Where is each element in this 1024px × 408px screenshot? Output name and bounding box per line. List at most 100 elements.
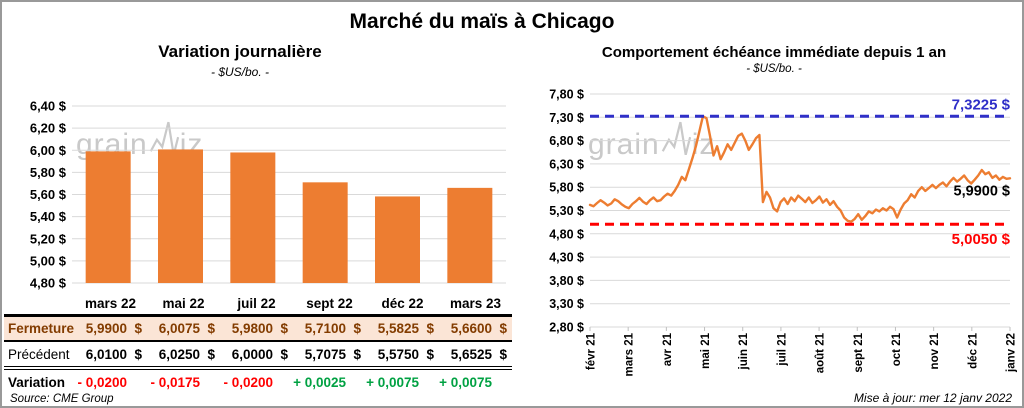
x-axis-tick-label: nov 21 — [929, 332, 941, 369]
right-chart-subtitle: - $US/bo. - — [746, 63, 802, 75]
cell-value: 5,5750 — [377, 346, 419, 362]
column-header-juil 22: juil 22 — [237, 296, 276, 311]
table-cell: + 0,0075 — [366, 375, 439, 390]
cell-value: 5,6600 — [450, 321, 492, 336]
table-cell: 6,0075 $ — [147, 321, 220, 336]
table-cell: 5,9900 $ — [74, 321, 147, 336]
currency-symbol: $ — [280, 321, 288, 336]
table-row-precedent: Précédent 6,0100 $6,0250 $6,0000 $5,7075 $5,5… — [4, 342, 512, 370]
table-row-fermeture: Fermeture 5,9900 $6,0075 $ 5,9800 $5,7100 $5,5… — [4, 317, 512, 342]
y-axis-tick-label: 6,80 $ — [549, 134, 584, 148]
cell-value: + 0,0075 — [366, 375, 419, 390]
currency-symbol: $ — [134, 321, 142, 336]
cell-value: 6,0250 — [158, 346, 200, 362]
high-value-label: 7,3225 $ — [952, 96, 1011, 113]
y-axis-tick-label: 5,30 $ — [549, 204, 584, 218]
cell-value: 5,9900 — [85, 321, 127, 336]
x-axis-tick-label: oct 21 — [891, 332, 903, 366]
cell-value: - 0,0200 — [223, 375, 273, 390]
y-axis-tick-label: 5,80 $ — [549, 181, 584, 195]
table-cell: 5,7075 $ — [293, 347, 366, 362]
currency-symbol: $ — [353, 321, 361, 336]
table-cell: 6,0250 $ — [147, 347, 220, 362]
table-cell: 5,5825 $ — [366, 321, 439, 336]
cell-value: 5,7100 — [304, 321, 346, 336]
cell-value: - 0,0175 — [150, 375, 200, 390]
daily-variation-bar-chart: 4,80 $ 5,00 $ 5,20 $ 5,40 $ 5,60 $ 5,80 $ 6,00… — [30, 99, 506, 291]
front-month-line-chart: 2,80 $ 3,30 $ 3,80 $ 4,30 $ 4,80 $ 5,30 $ 5,80… — [549, 88, 1018, 377]
column-header-mars 23: mars 23 — [449, 296, 502, 311]
column-header-sept 22: sept 22 — [306, 296, 353, 311]
y-axis-tick-label: 4,80 $ — [549, 227, 584, 241]
table-cell: - 0,0200 — [74, 375, 147, 390]
currency-symbol: $ — [426, 346, 434, 362]
y-axis-tick-label: 2,80 $ — [549, 321, 584, 335]
x-axis-tick-label: avr 21 — [662, 332, 674, 366]
right-chart-title: Comportement échéance immédiate depuis 1… — [601, 44, 947, 61]
y-axis-tick-label: 4,30 $ — [549, 251, 584, 265]
left-chart-subtitle: - $US/bo. - — [210, 65, 270, 79]
table-cell: + 0,0025 — [293, 375, 366, 390]
x-axis-tick-label: juil 21 — [776, 332, 788, 366]
y-axis-tick-label: 6,20 $ — [30, 121, 67, 136]
table-header-row: mars 22 mai 22 juil 22 sept 22 déc 22 mars 23 — [4, 293, 512, 317]
cell-value: + 0,0075 — [439, 375, 492, 390]
bar-juil 22 — [230, 152, 276, 283]
low-value-label: 5,0050 $ — [952, 231, 1011, 248]
currency-symbol: $ — [207, 321, 215, 336]
cell-value: 5,6525 — [450, 346, 492, 362]
y-axis-tick-label: 5,60 $ — [30, 187, 67, 202]
bar-sept 22 — [302, 182, 348, 283]
x-axis-tick-label: sept 21 — [853, 332, 865, 372]
left-chart-title: Variation journalière — [158, 42, 322, 61]
x-axis-tick-label: janv 22 — [1006, 333, 1018, 373]
table-row-variation: Variation - 0,0200 - 0,0175 - 0,0200 + 0,002… — [4, 370, 512, 395]
row-label-variation: Variation — [8, 375, 66, 390]
y-axis-tick-label: 7,80 $ — [549, 88, 584, 102]
y-axis-tick-label: 6,30 $ — [549, 157, 584, 171]
cell-value: 5,9800 — [231, 321, 273, 336]
table-cell: 5,7100 $ — [293, 321, 366, 336]
cell-value: 6,0100 — [85, 346, 127, 362]
bar-déc 22 — [375, 196, 420, 283]
y-axis-tick-label: 6,40 $ — [30, 99, 67, 114]
currency-symbol: $ — [426, 321, 434, 336]
column-header-mars 22: mars 22 — [84, 296, 137, 311]
x-axis-tick-label: févr 21 — [586, 332, 598, 370]
cell-value: 6,0000 — [231, 346, 273, 362]
source-note: Source: CME Group — [10, 393, 114, 405]
y-axis-tick-label: 5,20 $ — [30, 231, 67, 246]
table-cell: - 0,0175 — [147, 375, 220, 390]
table-cell: 6,0100 $ — [74, 347, 147, 362]
column-header-déc 22: déc 22 — [381, 296, 424, 311]
x-axis-tick-label: mars 21 — [624, 332, 636, 376]
table-cell: + 0,0075 — [439, 375, 512, 390]
column-header-mai 22: mai 22 — [162, 296, 205, 311]
update-note: Mise à jour: mer 12 janv 2022 — [853, 391, 1012, 405]
currency-symbol: $ — [207, 346, 215, 362]
row-label-fermeture: Fermeture — [8, 321, 75, 336]
cell-value: - 0,0200 — [77, 375, 127, 390]
bar-mai 22 — [158, 149, 203, 283]
x-axis-tick-label: août 21 — [815, 332, 827, 373]
currency-symbol: $ — [499, 321, 507, 336]
table-cell: 6,0000 $ — [220, 347, 293, 362]
currency-symbol: $ — [134, 346, 142, 362]
table-cell: 5,5750 $ — [366, 347, 439, 362]
last-value-label: 5,9900 $ — [954, 183, 1010, 199]
page-title: Marché du maïs à Chicago — [349, 10, 615, 33]
y-axis-tick-label: 5,80 $ — [30, 165, 67, 180]
currency-symbol: $ — [499, 346, 507, 362]
table-cell: 5,6525 $ — [439, 347, 512, 362]
watermark-text-left: grain — [588, 128, 660, 162]
cell-value: + 0,0025 — [293, 375, 346, 390]
currency-symbol: $ — [280, 346, 288, 362]
table-cell: 5,9800 $ — [220, 321, 293, 336]
y-axis-tick-label: 5,40 $ — [30, 209, 67, 224]
y-axis-tick-label: 6,00 $ — [30, 143, 67, 158]
currency-symbol: $ — [353, 346, 361, 362]
x-axis-tick-label: juin 21 — [738, 332, 750, 370]
price-table: mars 22 mai 22 juil 22 sept 22 déc 22 mars 23… — [4, 293, 512, 395]
table-cell: - 0,0200 — [220, 375, 293, 390]
